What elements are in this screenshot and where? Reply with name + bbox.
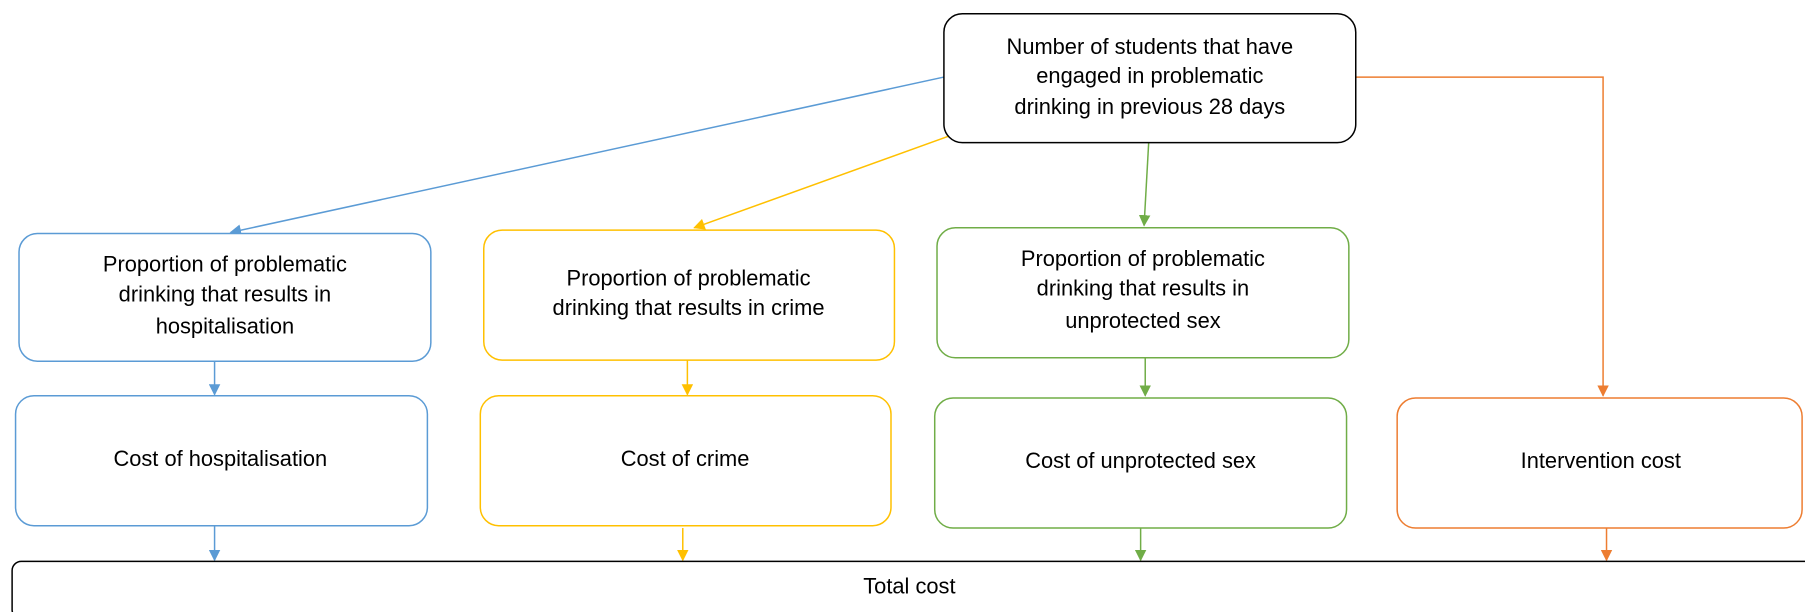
arrow: [1355, 76, 1609, 397]
arrow: [693, 133, 954, 230]
node-label: Proportion of problematic: [567, 265, 811, 290]
node-box: [936, 227, 1350, 359]
node-label: hospitalisation: [156, 314, 294, 339]
node-label: Intervention cost: [1521, 448, 1681, 473]
node-label: Cost of crime: [621, 446, 750, 471]
arrow: [229, 76, 945, 236]
node-label: drinking that results in crime: [553, 295, 825, 320]
arrow: [1138, 142, 1151, 227]
arrows: [208, 76, 1613, 562]
node-label: Cost of hospitalisation: [113, 446, 327, 471]
node-label: Total cost: [863, 574, 955, 599]
node-label: drinking that results in: [119, 281, 331, 306]
node-box: [933, 397, 1348, 529]
node-label: Proportion of problematic: [103, 252, 347, 277]
node-box: [18, 232, 432, 362]
node-box: [14, 394, 429, 527]
node-box: [1396, 397, 1803, 529]
node-label: Number of students that have: [1007, 34, 1294, 59]
node-box: [479, 394, 892, 527]
node-label: drinking that results in: [1037, 276, 1249, 301]
node-label: Proportion of problematic: [1021, 246, 1265, 271]
node-box: [11, 560, 1805, 612]
node-label: Cost of unprotected sex: [1025, 448, 1256, 473]
node-label: drinking in previous 28 days: [1014, 94, 1285, 119]
node-label: engaged in problematic: [1036, 63, 1263, 88]
node-label: unprotected sex: [1065, 308, 1221, 333]
node-box: [483, 229, 896, 361]
node-box: [943, 13, 1357, 144]
